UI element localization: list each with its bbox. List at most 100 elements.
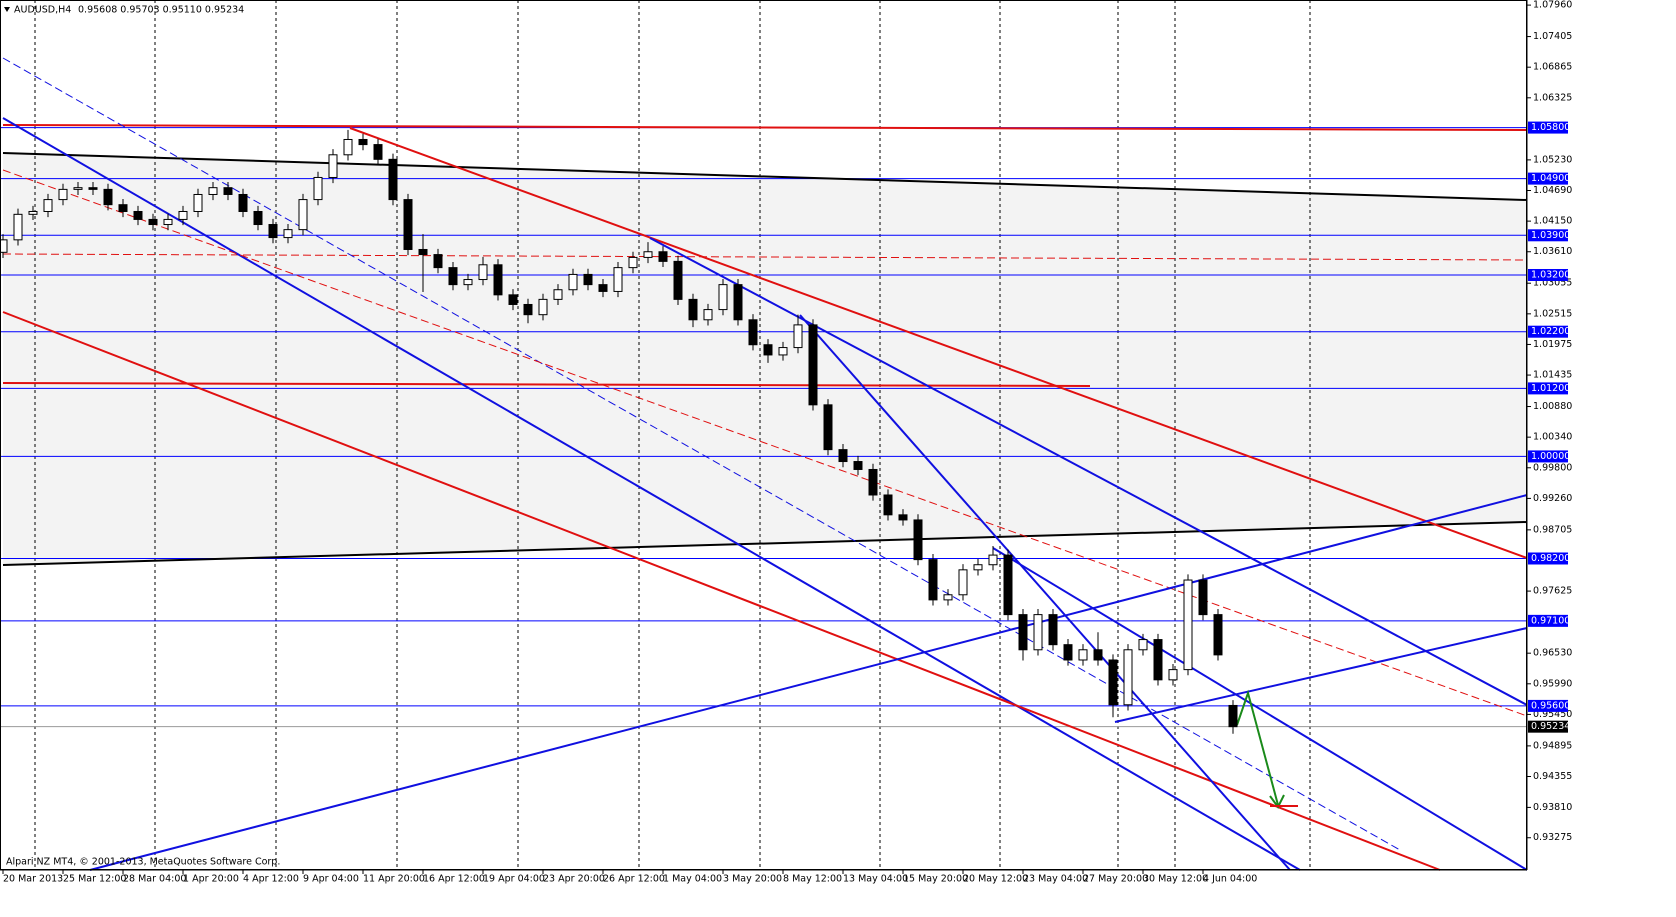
candle-body bbox=[538, 298, 548, 316]
menu-arrow bbox=[4, 7, 10, 12]
candle-body bbox=[358, 138, 368, 146]
chart-symbol: AUDUSD,H4 bbox=[14, 5, 71, 16]
x-tick-label: 1 May 04:00 bbox=[663, 874, 722, 885]
candle-body bbox=[1003, 554, 1013, 616]
y-tick-label: 0.98705 bbox=[1533, 524, 1572, 535]
x-tick-label: 16 Apr 12:00 bbox=[423, 874, 485, 885]
blue-line bbox=[89, 494, 1528, 871]
candle-body bbox=[613, 267, 623, 292]
last-price-label: 0.95234 bbox=[1531, 721, 1570, 732]
candle-body bbox=[253, 210, 263, 226]
candle-body bbox=[658, 251, 668, 262]
level-label: 1.03200 bbox=[1531, 269, 1570, 280]
candle-body bbox=[448, 267, 458, 286]
level-box bbox=[1528, 229, 1568, 242]
level-label: 1.05800 bbox=[1531, 122, 1570, 133]
candle-body bbox=[1228, 704, 1238, 728]
candle-body bbox=[733, 284, 743, 321]
y-tick-label: 0.97625 bbox=[1533, 586, 1572, 597]
level-box bbox=[1528, 382, 1568, 395]
blue-line bbox=[2, 117, 1301, 871]
level-box bbox=[1528, 552, 1568, 565]
candle-body bbox=[928, 559, 938, 601]
x-tick-label: 13 May 04:00 bbox=[843, 874, 908, 885]
y-tick-label: 0.94895 bbox=[1533, 740, 1572, 751]
candle-body bbox=[13, 213, 23, 241]
candle-body bbox=[88, 187, 98, 190]
candle-body bbox=[823, 404, 833, 451]
candle-body bbox=[0, 239, 8, 253]
candle-body bbox=[673, 260, 683, 300]
level-label: 1.00000 bbox=[1531, 451, 1570, 462]
candle-body bbox=[73, 187, 83, 190]
y-tick-label: 0.99800 bbox=[1533, 462, 1572, 473]
candle-body bbox=[1138, 639, 1148, 651]
candle-body bbox=[598, 284, 608, 292]
y-tick-label: 1.05230 bbox=[1533, 154, 1572, 165]
candle-body bbox=[298, 199, 308, 231]
level-box bbox=[1528, 325, 1568, 338]
blue-line bbox=[1114, 627, 1528, 723]
candle-body bbox=[493, 264, 503, 296]
x-tick-label: 3 May 20:00 bbox=[723, 874, 782, 885]
level-label: 1.03900 bbox=[1531, 230, 1570, 241]
candle-body bbox=[688, 298, 698, 321]
axis-labels: 1.07960 1.07405 1.06865 1.06325 1.05230 1.046… bbox=[2, 0, 1572, 885]
red-line bbox=[2, 124, 1528, 131]
candle-body bbox=[1078, 649, 1088, 661]
blue-line bbox=[992, 547, 1528, 871]
y-tick-label: 0.95450 bbox=[1533, 709, 1572, 720]
candle-body bbox=[913, 519, 923, 561]
y-tick-label: 0.93810 bbox=[1533, 802, 1572, 813]
last-price-box bbox=[1528, 720, 1568, 733]
y-tick-label: 1.03610 bbox=[1533, 246, 1572, 257]
black-line bbox=[2, 152, 1528, 201]
level-box bbox=[1528, 268, 1568, 281]
candle-body bbox=[343, 138, 353, 156]
candle-body bbox=[58, 188, 68, 201]
x-tick-label: 20 Mar 2013 bbox=[3, 874, 63, 885]
candle-body bbox=[1048, 614, 1058, 646]
candle-body bbox=[103, 188, 113, 206]
x-tick-label: 28 Mar 04:00 bbox=[123, 874, 186, 885]
candle-body bbox=[1108, 659, 1118, 706]
candle-body bbox=[418, 248, 428, 256]
y-tick-label: 1.00340 bbox=[1533, 432, 1572, 443]
candle-body bbox=[463, 279, 473, 286]
level-box bbox=[1528, 699, 1568, 712]
candle-body bbox=[508, 294, 518, 305]
y-tick-label: 1.01975 bbox=[1533, 339, 1572, 350]
trend-lines bbox=[2, 57, 1528, 871]
candle-body bbox=[313, 176, 323, 201]
candle-body bbox=[523, 303, 533, 316]
candle-body bbox=[1093, 649, 1103, 661]
candle-body bbox=[238, 193, 248, 212]
candle-body bbox=[28, 210, 38, 215]
candle-body bbox=[898, 514, 908, 521]
level-box bbox=[1528, 450, 1568, 463]
candle-body bbox=[148, 218, 158, 226]
candle-body bbox=[568, 273, 578, 291]
candle-body bbox=[1018, 614, 1028, 651]
y-tick-label: 1.02515 bbox=[1533, 308, 1572, 319]
candle-body bbox=[943, 594, 953, 601]
candle-body bbox=[1213, 614, 1223, 656]
x-tick-label: 19 Apr 04:00 bbox=[483, 874, 545, 885]
shaded-zone bbox=[3, 153, 1527, 565]
candle-body bbox=[433, 254, 443, 269]
x-tick-label: 20 May 12:00 bbox=[963, 874, 1028, 885]
y-tick-label: 1.04150 bbox=[1533, 216, 1572, 227]
candle-body bbox=[808, 324, 818, 406]
x-tick-label: 25 Mar 12:00 bbox=[63, 874, 126, 885]
candle-body bbox=[163, 218, 173, 226]
level-label: 0.95600 bbox=[1531, 700, 1570, 711]
candle-body bbox=[868, 468, 878, 496]
candle-body bbox=[1153, 639, 1163, 681]
candle-body bbox=[763, 344, 773, 356]
blue-line bbox=[649, 237, 1528, 706]
x-tick-label: 30 May 12:00 bbox=[1143, 874, 1208, 885]
candle-body bbox=[778, 347, 788, 356]
candle-body bbox=[988, 554, 998, 566]
green-arrow bbox=[1236, 689, 1279, 806]
